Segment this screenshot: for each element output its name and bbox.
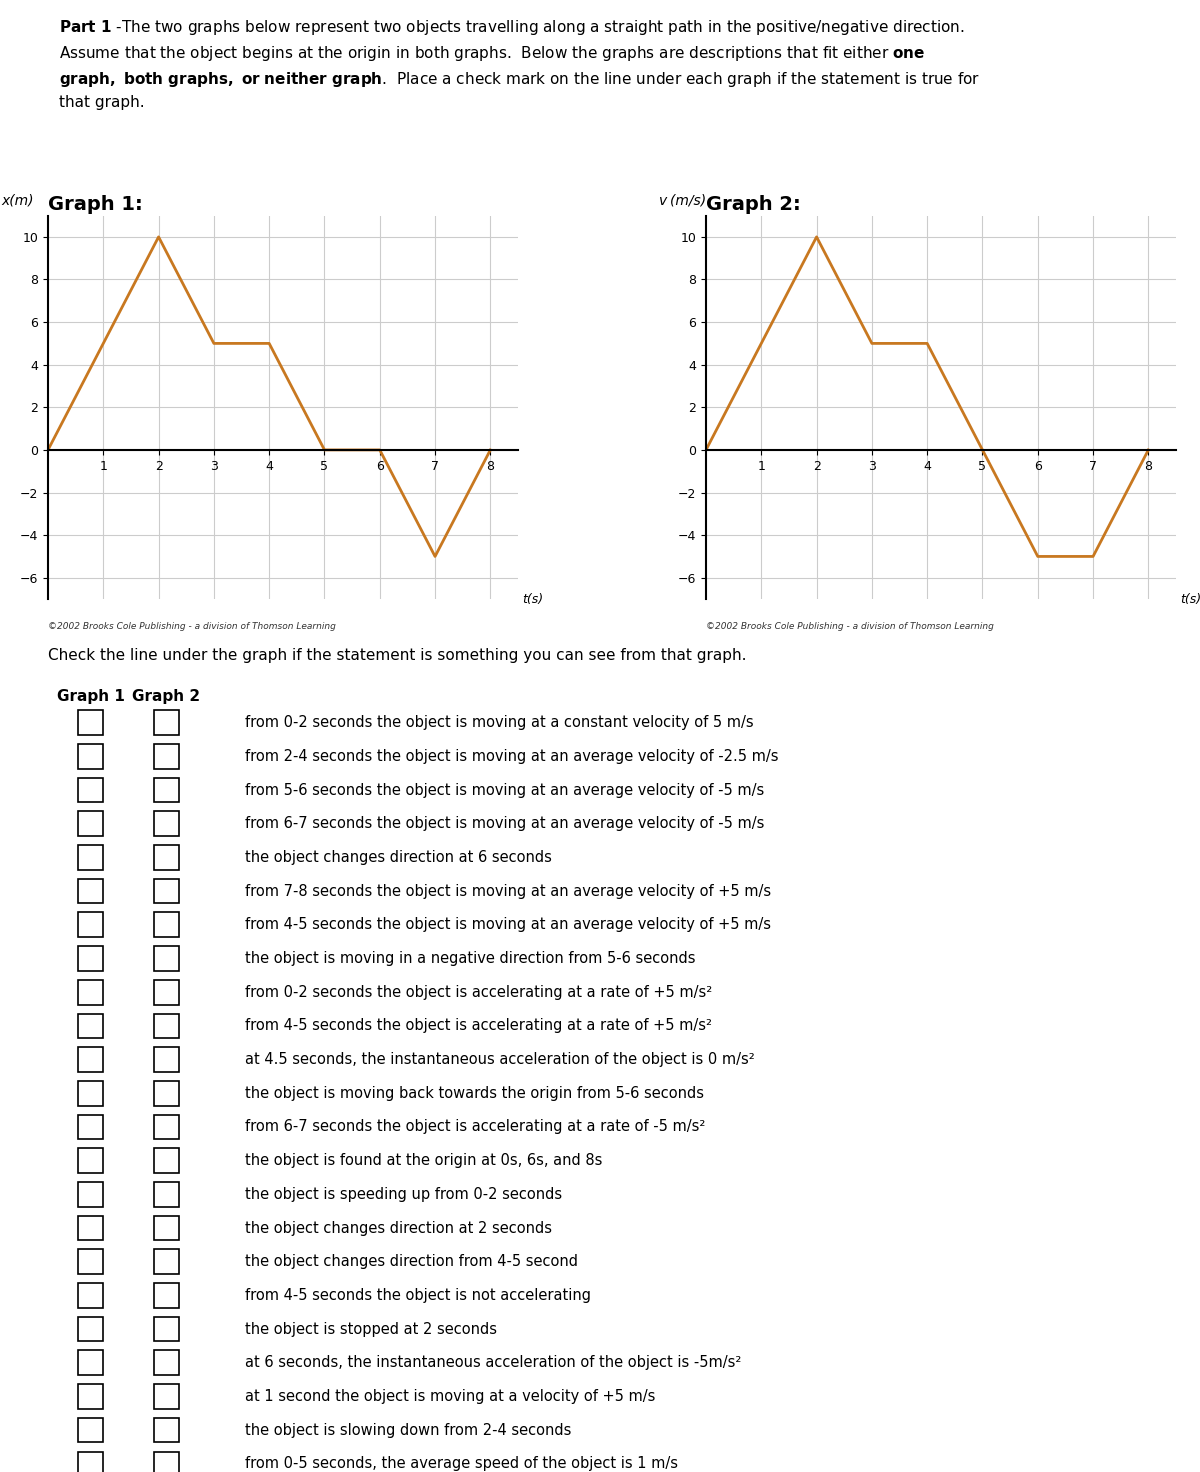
FancyBboxPatch shape [78,1350,103,1375]
Text: from 4-5 seconds the object is not accelerating: from 4-5 seconds the object is not accel… [245,1288,592,1303]
Text: Graph 2:: Graph 2: [706,194,800,213]
FancyBboxPatch shape [78,1418,103,1443]
FancyBboxPatch shape [154,980,179,1004]
Text: v (m/s): v (m/s) [659,194,706,208]
Text: the object is moving back towards the origin from 5-6 seconds: the object is moving back towards the or… [245,1086,704,1101]
Text: from 6-7 seconds the object is moving at an average velocity of -5 m/s: from 6-7 seconds the object is moving at… [245,817,764,832]
Text: Graph 1:: Graph 1: [48,194,143,213]
FancyBboxPatch shape [154,1148,179,1173]
Text: from 0-2 seconds the object is accelerating at a rate of +5 m/s²: from 0-2 seconds the object is accelerat… [245,985,713,999]
Text: the object changes direction at 6 seconds: the object changes direction at 6 second… [245,849,552,866]
Text: t(s): t(s) [1181,593,1200,605]
Text: t(s): t(s) [523,593,544,605]
Text: the object is speeding up from 0-2 seconds: the object is speeding up from 0-2 secon… [245,1186,563,1201]
FancyBboxPatch shape [78,711,103,735]
Text: from 0-5 seconds, the average speed of the object is 1 m/s: from 0-5 seconds, the average speed of t… [245,1456,678,1472]
FancyBboxPatch shape [154,1317,179,1341]
FancyBboxPatch shape [78,1216,103,1241]
FancyBboxPatch shape [78,1384,103,1409]
FancyBboxPatch shape [78,980,103,1004]
FancyBboxPatch shape [78,1182,103,1207]
Text: $\bf{Part\ 1}$ -The two graphs below represent two objects travelling along a st: $\bf{Part\ 1}$ -The two graphs below rep… [59,18,980,110]
FancyBboxPatch shape [154,1114,179,1139]
FancyBboxPatch shape [78,879,103,904]
Text: at 6 seconds, the instantaneous acceleration of the object is -5m/s²: at 6 seconds, the instantaneous accelera… [245,1356,742,1370]
FancyBboxPatch shape [78,1284,103,1307]
FancyBboxPatch shape [154,811,179,836]
Text: from 7-8 seconds the object is moving at an average velocity of +5 m/s: from 7-8 seconds the object is moving at… [245,883,772,898]
Text: from 0-2 seconds the object is moving at a constant velocity of 5 m/s: from 0-2 seconds the object is moving at… [245,715,754,730]
FancyBboxPatch shape [78,1047,103,1072]
FancyBboxPatch shape [78,1080,103,1105]
Text: ©2002 Brooks Cole Publishing - a division of Thomson Learning: ©2002 Brooks Cole Publishing - a divisio… [706,623,994,631]
FancyBboxPatch shape [78,743,103,768]
FancyBboxPatch shape [78,1014,103,1038]
Text: from 5-6 seconds the object is moving at an average velocity of -5 m/s: from 5-6 seconds the object is moving at… [245,783,764,798]
Text: at 4.5 seconds, the instantaneous acceleration of the object is 0 m/s²: at 4.5 seconds, the instantaneous accele… [245,1052,755,1067]
Text: from 4-5 seconds the object is moving at an average velocity of +5 m/s: from 4-5 seconds the object is moving at… [245,917,772,932]
Text: the object is slowing down from 2-4 seconds: the object is slowing down from 2-4 seco… [245,1422,571,1438]
FancyBboxPatch shape [154,946,179,972]
FancyBboxPatch shape [154,1216,179,1241]
FancyBboxPatch shape [78,811,103,836]
FancyBboxPatch shape [154,1047,179,1072]
Text: x(m): x(m) [1,194,34,208]
FancyBboxPatch shape [154,1014,179,1038]
Text: Graph 2: Graph 2 [132,689,200,704]
FancyBboxPatch shape [78,1317,103,1341]
FancyBboxPatch shape [154,1182,179,1207]
Text: the object changes direction from 4-5 second: the object changes direction from 4-5 se… [245,1254,578,1269]
FancyBboxPatch shape [154,711,179,735]
FancyBboxPatch shape [154,1451,179,1472]
Text: the object is stopped at 2 seconds: the object is stopped at 2 seconds [245,1322,498,1337]
FancyBboxPatch shape [154,845,179,870]
FancyBboxPatch shape [78,777,103,802]
FancyBboxPatch shape [154,913,179,938]
FancyBboxPatch shape [154,1350,179,1375]
FancyBboxPatch shape [78,1148,103,1173]
FancyBboxPatch shape [154,1080,179,1105]
Text: from 2-4 seconds the object is moving at an average velocity of -2.5 m/s: from 2-4 seconds the object is moving at… [245,749,779,764]
FancyBboxPatch shape [78,1451,103,1472]
Text: the object is found at the origin at 0s, 6s, and 8s: the object is found at the origin at 0s,… [245,1153,602,1169]
FancyBboxPatch shape [78,845,103,870]
Text: Graph 1: Graph 1 [56,689,125,704]
FancyBboxPatch shape [154,1284,179,1307]
Text: Check the line under the graph if the statement is something you can see from th: Check the line under the graph if the st… [48,648,746,662]
FancyBboxPatch shape [78,946,103,972]
FancyBboxPatch shape [78,1250,103,1275]
Text: the object is moving in a negative direction from 5-6 seconds: the object is moving in a negative direc… [245,951,696,966]
Text: from 4-5 seconds the object is accelerating at a rate of +5 m/s²: from 4-5 seconds the object is accelerat… [245,1019,713,1033]
FancyBboxPatch shape [154,743,179,768]
Text: the object changes direction at 2 seconds: the object changes direction at 2 second… [245,1220,552,1235]
FancyBboxPatch shape [78,913,103,938]
FancyBboxPatch shape [154,1384,179,1409]
FancyBboxPatch shape [154,879,179,904]
Text: at 1 second the object is moving at a velocity of +5 m/s: at 1 second the object is moving at a ve… [245,1390,655,1404]
Text: from 6-7 seconds the object is accelerating at a rate of -5 m/s²: from 6-7 seconds the object is accelerat… [245,1119,706,1135]
FancyBboxPatch shape [154,1250,179,1275]
FancyBboxPatch shape [154,1418,179,1443]
FancyBboxPatch shape [78,1114,103,1139]
Text: ©2002 Brooks Cole Publishing - a division of Thomson Learning: ©2002 Brooks Cole Publishing - a divisio… [48,623,336,631]
FancyBboxPatch shape [154,777,179,802]
